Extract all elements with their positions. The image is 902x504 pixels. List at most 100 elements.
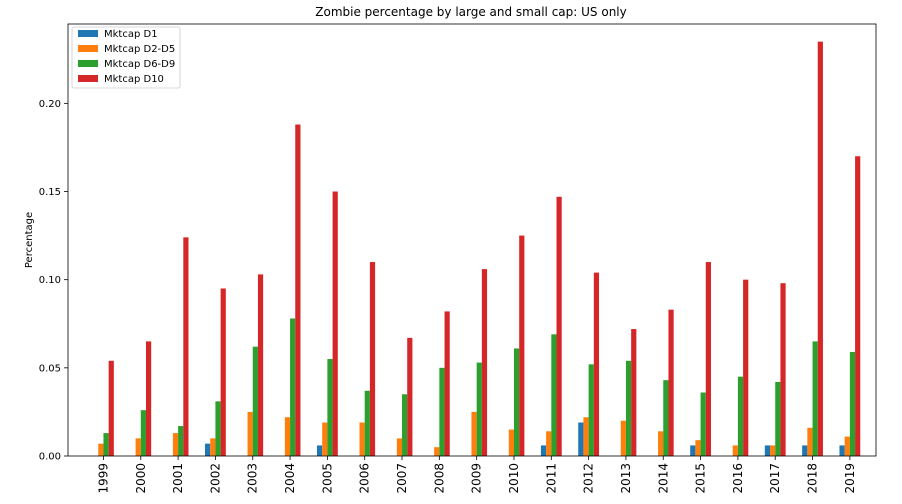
bar-mktcap-d6-d9-2001 bbox=[178, 426, 184, 456]
x-tick-label-2005: 2005 bbox=[320, 463, 334, 494]
bar-mktcap-d6-d9-2011 bbox=[551, 334, 557, 456]
bar-mktcap-d2-d5-2001 bbox=[172, 433, 179, 456]
bar-mktcap-d2-d5-2018 bbox=[807, 427, 813, 456]
bar-mktcap-d10-2005 bbox=[332, 191, 338, 456]
x-tick-label-2017: 2017 bbox=[768, 463, 782, 494]
y-tick-label: 0.20 bbox=[39, 99, 61, 110]
bar-mktcap-d10-2007 bbox=[407, 337, 413, 456]
bar-mktcap-d10-2004 bbox=[295, 124, 301, 456]
bar-mktcap-d10-2011 bbox=[556, 196, 562, 457]
x-tick-label-2014: 2014 bbox=[656, 463, 670, 494]
bar-mktcap-d2-d5-2000 bbox=[135, 438, 141, 456]
bar-mktcap-d2-d5-2005 bbox=[322, 422, 328, 456]
bar-mktcap-d1-2017 bbox=[764, 445, 771, 456]
bar-mktcap-d6-d9-1999 bbox=[103, 433, 109, 456]
x-tick-label-2019: 2019 bbox=[843, 463, 857, 494]
bar-mktcap-d2-d5-2014 bbox=[658, 431, 664, 456]
chart-title: Zombie percentage by large and small cap… bbox=[315, 5, 626, 19]
bar-mktcap-d1-2018 bbox=[802, 445, 808, 456]
bar-mktcap-d2-d5-2008 bbox=[434, 447, 440, 456]
bar-mktcap-d2-d5-2011 bbox=[546, 431, 552, 456]
bar-mktcap-d1-2011 bbox=[540, 445, 547, 456]
x-tick-label-2008: 2008 bbox=[432, 463, 446, 494]
bar-mktcap-d2-d5-2017 bbox=[770, 445, 776, 456]
bar-mktcap-d6-d9-2019 bbox=[849, 351, 856, 456]
bars-group bbox=[98, 41, 861, 457]
bar-mktcap-d10-2016 bbox=[743, 279, 749, 456]
bar-mktcap-d2-d5-2003 bbox=[247, 411, 253, 456]
bar-mktcap-d1-2005 bbox=[316, 445, 323, 456]
bar-mktcap-d1-2012 bbox=[578, 422, 584, 456]
bar-mktcap-d10-2002 bbox=[220, 288, 226, 456]
x-tick-label-2016: 2016 bbox=[731, 463, 745, 494]
x-tick-label-2004: 2004 bbox=[283, 463, 297, 494]
bar-mktcap-d10-2014 bbox=[668, 309, 674, 456]
legend-swatch bbox=[78, 45, 98, 52]
bar-mktcap-d6-d9-2000 bbox=[140, 410, 146, 456]
legend-label: Mktcap D10 bbox=[104, 74, 164, 85]
bar-mktcap-d2-d5-2019 bbox=[844, 436, 850, 456]
bar-mktcap-d10-2009 bbox=[481, 269, 488, 456]
legend-label: Mktcap D1 bbox=[104, 29, 158, 40]
legend: Mktcap D1 Mktcap D2-D5 Mktcap D6-D9 Mktcap … bbox=[71, 26, 181, 89]
y-tick-label: 0.15 bbox=[39, 187, 61, 198]
bar-mktcap-d10-2018 bbox=[817, 41, 823, 456]
bar-mktcap-d2-d5-2006 bbox=[359, 422, 365, 456]
x-tick-label-2003: 2003 bbox=[246, 463, 260, 494]
bar-mktcap-d6-d9-2012 bbox=[588, 364, 594, 456]
bar-mktcap-d1-2002 bbox=[205, 443, 211, 456]
bar-mktcap-d2-d5-2004 bbox=[284, 417, 291, 456]
x-tick-label-1999: 1999 bbox=[96, 463, 110, 494]
bar-mktcap-d2-d5-1999 bbox=[98, 443, 104, 456]
bar-mktcap-d2-d5-2012 bbox=[583, 417, 589, 456]
bar-mktcap-d10-2017 bbox=[780, 283, 786, 456]
bar-mktcap-d6-d9-2008 bbox=[439, 367, 445, 456]
bar-mktcap-d6-d9-2003 bbox=[252, 346, 258, 456]
bar-mktcap-d10-2003 bbox=[257, 274, 264, 456]
bar-mktcap-d2-d5-2007 bbox=[396, 438, 403, 456]
legend-swatch bbox=[78, 30, 98, 37]
bar-mktcap-d1-2019 bbox=[839, 445, 845, 456]
bar-mktcap-d6-d9-2002 bbox=[215, 401, 221, 456]
bar-mktcap-d10-2013 bbox=[631, 329, 637, 456]
bar-mktcap-d2-d5-2013 bbox=[620, 420, 626, 456]
bar-mktcap-d6-d9-2017 bbox=[775, 381, 781, 456]
x-tick-label-2018: 2018 bbox=[806, 463, 820, 494]
x-tick-label-2006: 2006 bbox=[358, 463, 372, 494]
x-tick-label-2012: 2012 bbox=[582, 463, 596, 494]
legend-swatch bbox=[78, 60, 98, 67]
bar-mktcap-d10-2006 bbox=[369, 262, 376, 456]
bar-mktcap-d10-2015 bbox=[705, 262, 711, 456]
x-tick-label-2015: 2015 bbox=[694, 463, 708, 494]
bar-mktcap-d1-2015 bbox=[690, 445, 696, 456]
y-tick-label: 0.00 bbox=[39, 452, 61, 463]
y-tick-label: 0.10 bbox=[39, 275, 61, 286]
y-axis: 0.00 0.05 0.10 0.15 0.20 bbox=[39, 99, 68, 463]
bar-mktcap-d10-2019 bbox=[855, 156, 861, 457]
legend-label: Mktcap D2-D5 bbox=[104, 44, 175, 55]
bar-mktcap-d10-2000 bbox=[145, 341, 152, 456]
legend-box bbox=[71, 26, 181, 89]
x-tick-label-2002: 2002 bbox=[208, 463, 222, 494]
bar-mktcap-d2-d5-2016 bbox=[732, 445, 738, 456]
legend-swatch bbox=[78, 75, 98, 82]
bar-mktcap-d6-d9-2014 bbox=[663, 380, 669, 456]
bar-mktcap-d10-2008 bbox=[444, 311, 450, 456]
x-tick-label-2009: 2009 bbox=[470, 463, 484, 494]
bar-mktcap-d6-d9-2004 bbox=[290, 318, 296, 456]
bar-mktcap-d10-1999 bbox=[108, 360, 114, 456]
x-tick-label-2011: 2011 bbox=[544, 463, 558, 494]
bar-mktcap-d6-d9-2009 bbox=[476, 362, 482, 456]
bar-mktcap-d2-d5-2015 bbox=[695, 440, 701, 456]
x-tick-label-2001: 2001 bbox=[171, 463, 185, 494]
bar-mktcap-d10-2001 bbox=[183, 237, 189, 456]
bar-mktcap-d6-d9-2010 bbox=[513, 348, 520, 456]
plot-frame bbox=[67, 23, 877, 457]
x-tick-label-2013: 2013 bbox=[619, 463, 633, 494]
bar-mktcap-d6-d9-2018 bbox=[812, 341, 818, 456]
bar-mktcap-d6-d9-2007 bbox=[402, 394, 408, 456]
x-tick-label-2007: 2007 bbox=[395, 463, 409, 494]
bar-mktcap-d6-d9-2005 bbox=[327, 359, 333, 456]
bar-mktcap-d2-d5-2010 bbox=[508, 429, 514, 456]
